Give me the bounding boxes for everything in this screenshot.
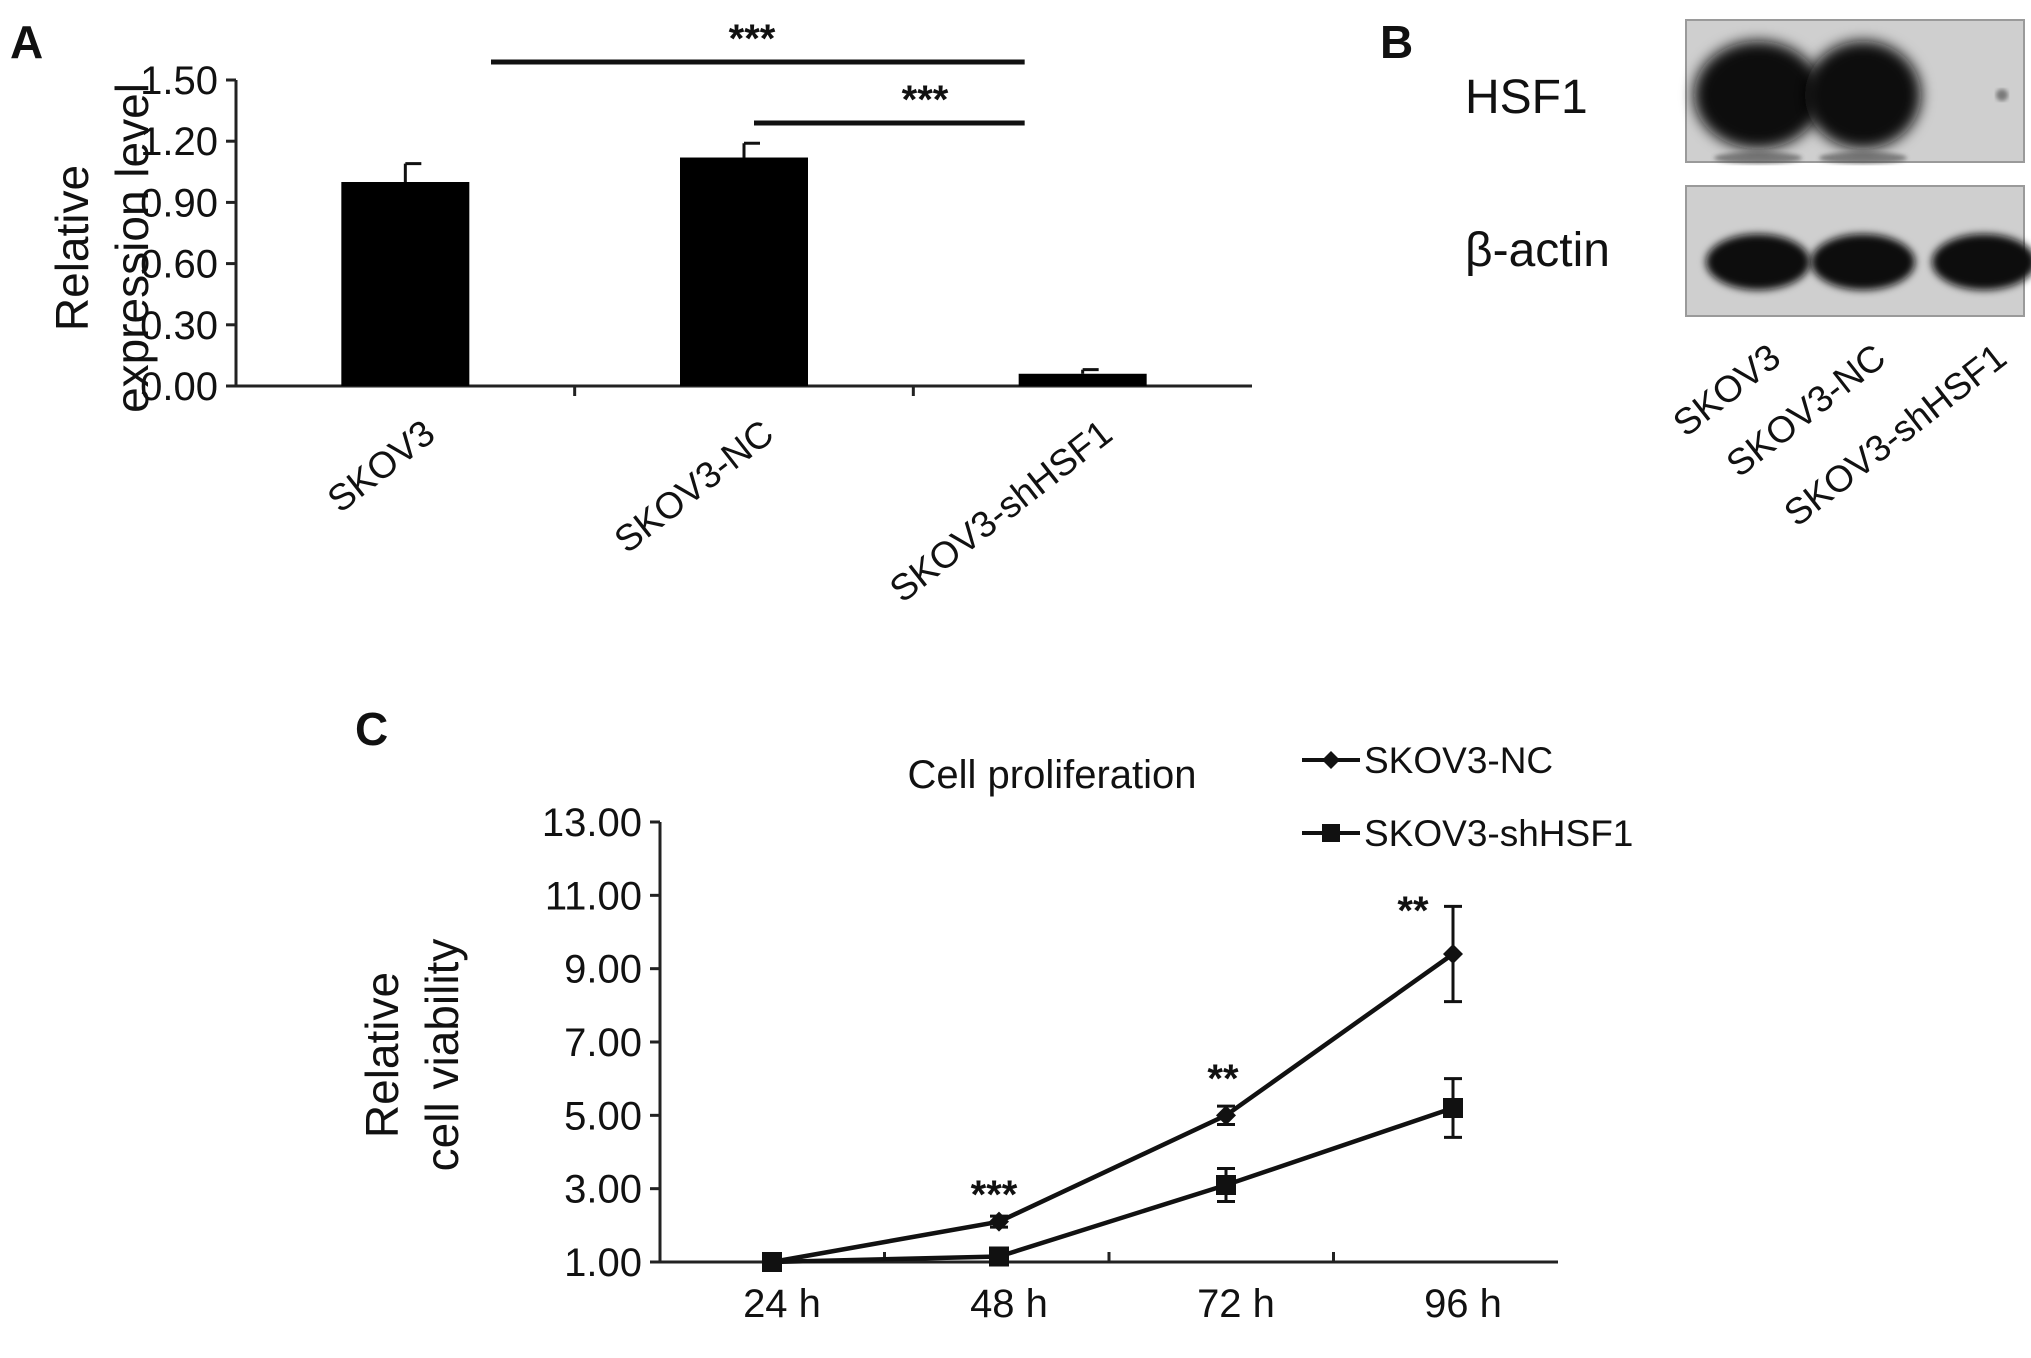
line-y-tick-label: 9.00 [564, 948, 642, 992]
blot-band-hsf1 [1694, 41, 1822, 149]
legend-label: SKOV3-NC [1364, 740, 1553, 781]
data-point-skov3-nc [1443, 944, 1463, 964]
data-point-skov3-nc [1216, 1105, 1236, 1126]
line-y-tick-label: 13.00 [542, 801, 642, 845]
panel-label-b: B [1380, 16, 1413, 68]
data-point-skov3-shhsf1 [989, 1246, 1009, 1267]
significance-label: *** [902, 78, 949, 122]
bar-category-label: SKOV3 [320, 412, 442, 520]
line-chart-title: Cell proliferation [907, 753, 1196, 797]
blot-row-label-hsf1: HSF1 [1465, 71, 1588, 124]
blot-band-hsf1-minor [1819, 152, 1907, 164]
bar-ylabel-line1: Relative [46, 165, 98, 331]
line-y-tick-label: 3.00 [564, 1168, 642, 1212]
legend-marker-square [1322, 824, 1340, 842]
blot-band-actin [1811, 234, 1915, 290]
data-point-skov3-nc [989, 1211, 1009, 1232]
significance-label: *** [971, 1173, 1018, 1217]
line-ylabel-line1: Relative [356, 972, 408, 1138]
series-line-skov3-shhsf1 [771, 1105, 1454, 1265]
blot-band-actin [1932, 234, 2031, 290]
bar-skov3-shhsf1 [1018, 373, 1147, 386]
series-line-skov3-nc [771, 952, 1455, 1265]
line-x-tick-label: 96 h [1424, 1282, 1502, 1326]
data-point-skov3-shhsf1 [762, 1252, 782, 1272]
bar-skov3 [341, 182, 470, 386]
significance-label: ** [1397, 889, 1429, 933]
line-x-tick-label: 48 h [970, 1282, 1048, 1326]
bar-skov3-nc [680, 157, 808, 386]
line-y-tick-label: 5.00 [564, 1094, 642, 1138]
blot-band-actin [1706, 234, 1810, 290]
bar-y-tick-label: 0.30 [140, 304, 218, 348]
blot-band-hsf1-minor [1714, 152, 1802, 164]
blot-band-hsf1 [1805, 41, 1921, 149]
significance-label: *** [729, 17, 776, 61]
bar-y-tick-label: 0.00 [140, 365, 218, 409]
bar-y-tick-label: 1.50 [140, 59, 218, 103]
line-ylabel-line2: cell viability [416, 939, 468, 1172]
data-point-skov3-shhsf1 [1216, 1175, 1236, 1195]
panel-label-a: A [10, 16, 43, 68]
data-point-skov3-shhsf1 [1443, 1098, 1463, 1118]
bar-y-tick-label: 1.20 [140, 120, 218, 164]
significance-label: ** [1207, 1057, 1239, 1101]
bar-y-tick-label: 0.90 [140, 181, 218, 225]
line-x-tick-label: 72 h [1197, 1282, 1275, 1326]
bar-ylabel-line2: expression level [106, 83, 158, 413]
line-y-tick-label: 7.00 [564, 1021, 642, 1065]
bar-category-label: SKOV3-NC [607, 412, 781, 561]
legend-label: SKOV3-shHSF1 [1364, 813, 1633, 854]
line-y-tick-label: 11.00 [545, 874, 642, 918]
line-y-tick-label: 1.00 [564, 1241, 642, 1285]
line-x-tick-label: 24 h [743, 1282, 821, 1326]
bar-chart-panel-a: Relative expression level 0.00 0.30 0.60 0.… [46, 17, 1252, 610]
blot-row-label-actin: β-actin [1465, 224, 1610, 277]
legend-marker-diamond [1322, 751, 1340, 769]
blot-band-hsf1-faint [1996, 89, 2008, 101]
bar-category-label: SKOV3-shHSF1 [882, 412, 1120, 610]
panel-label-c: C [355, 703, 388, 755]
bar-y-tick-label: 0.60 [140, 243, 218, 287]
blot-lane-label: SKOV3-shHSF1 [1776, 336, 2014, 534]
line-chart-panel-c: Cell proliferation Relative cell viabili… [356, 740, 1633, 1326]
